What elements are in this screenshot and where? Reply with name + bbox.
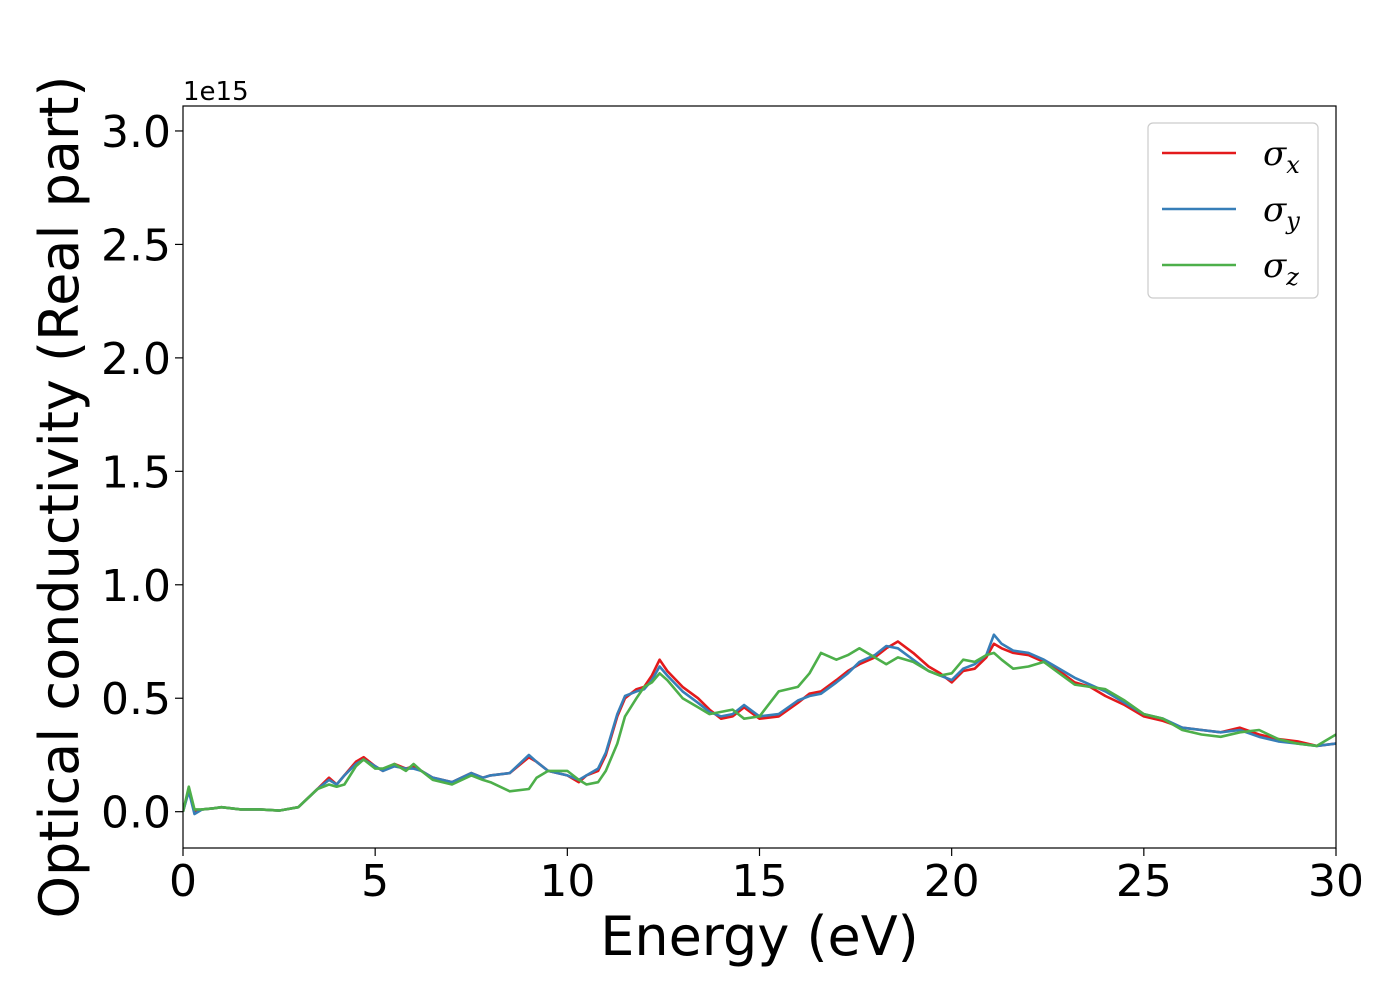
legend-box	[1147, 122, 1319, 299]
x-tick-label: 20	[924, 856, 980, 907]
x-tick-label: 30	[1308, 856, 1364, 907]
x-tick-label: 5	[361, 856, 389, 907]
y-tick-label: 3.0	[101, 107, 171, 158]
series-line-y	[183, 633, 1336, 816]
plot-lines	[183, 633, 1336, 816]
series-line-x	[183, 640, 1336, 814]
y-tick-label: 1.5	[101, 447, 171, 498]
legend-subscript: z	[1285, 263, 1299, 291]
y-axis-offset-text: 1e15	[183, 77, 249, 107]
legend-label-x: σx	[1263, 134, 1300, 179]
x-tick-label: 0	[169, 856, 197, 907]
y-tick-label: 1.0	[101, 561, 171, 612]
series-line-z	[183, 646, 1336, 812]
legend-label-y: σy	[1263, 190, 1300, 235]
y-tick-label: 2.0	[101, 334, 171, 385]
legend-symbol: σ	[1263, 134, 1287, 174]
x-axis: 0 5 10 15 20 25 30	[169, 848, 1364, 907]
y-tick-label: 0.5	[101, 674, 171, 725]
legend-symbol: σ	[1263, 190, 1287, 230]
x-tick-label: 25	[1116, 856, 1172, 907]
y-axis-label: Optical conductivity (Real part)	[28, 76, 91, 919]
y-axis: 0.0 0.5 1.0 1.5 2.0 2.5 3.0	[101, 107, 183, 839]
y-tick-label: 2.5	[101, 220, 171, 271]
y-tick-label: 0.0	[101, 788, 171, 839]
legend-symbol: σ	[1263, 246, 1287, 286]
x-tick-label: 10	[539, 856, 595, 907]
x-axis-label: Energy (eV)	[600, 905, 919, 968]
legend-subscript: x	[1286, 151, 1300, 179]
x-tick-label: 15	[732, 856, 788, 907]
legend-label-z: σz	[1263, 246, 1299, 291]
legend-subscript: y	[1285, 207, 1300, 235]
